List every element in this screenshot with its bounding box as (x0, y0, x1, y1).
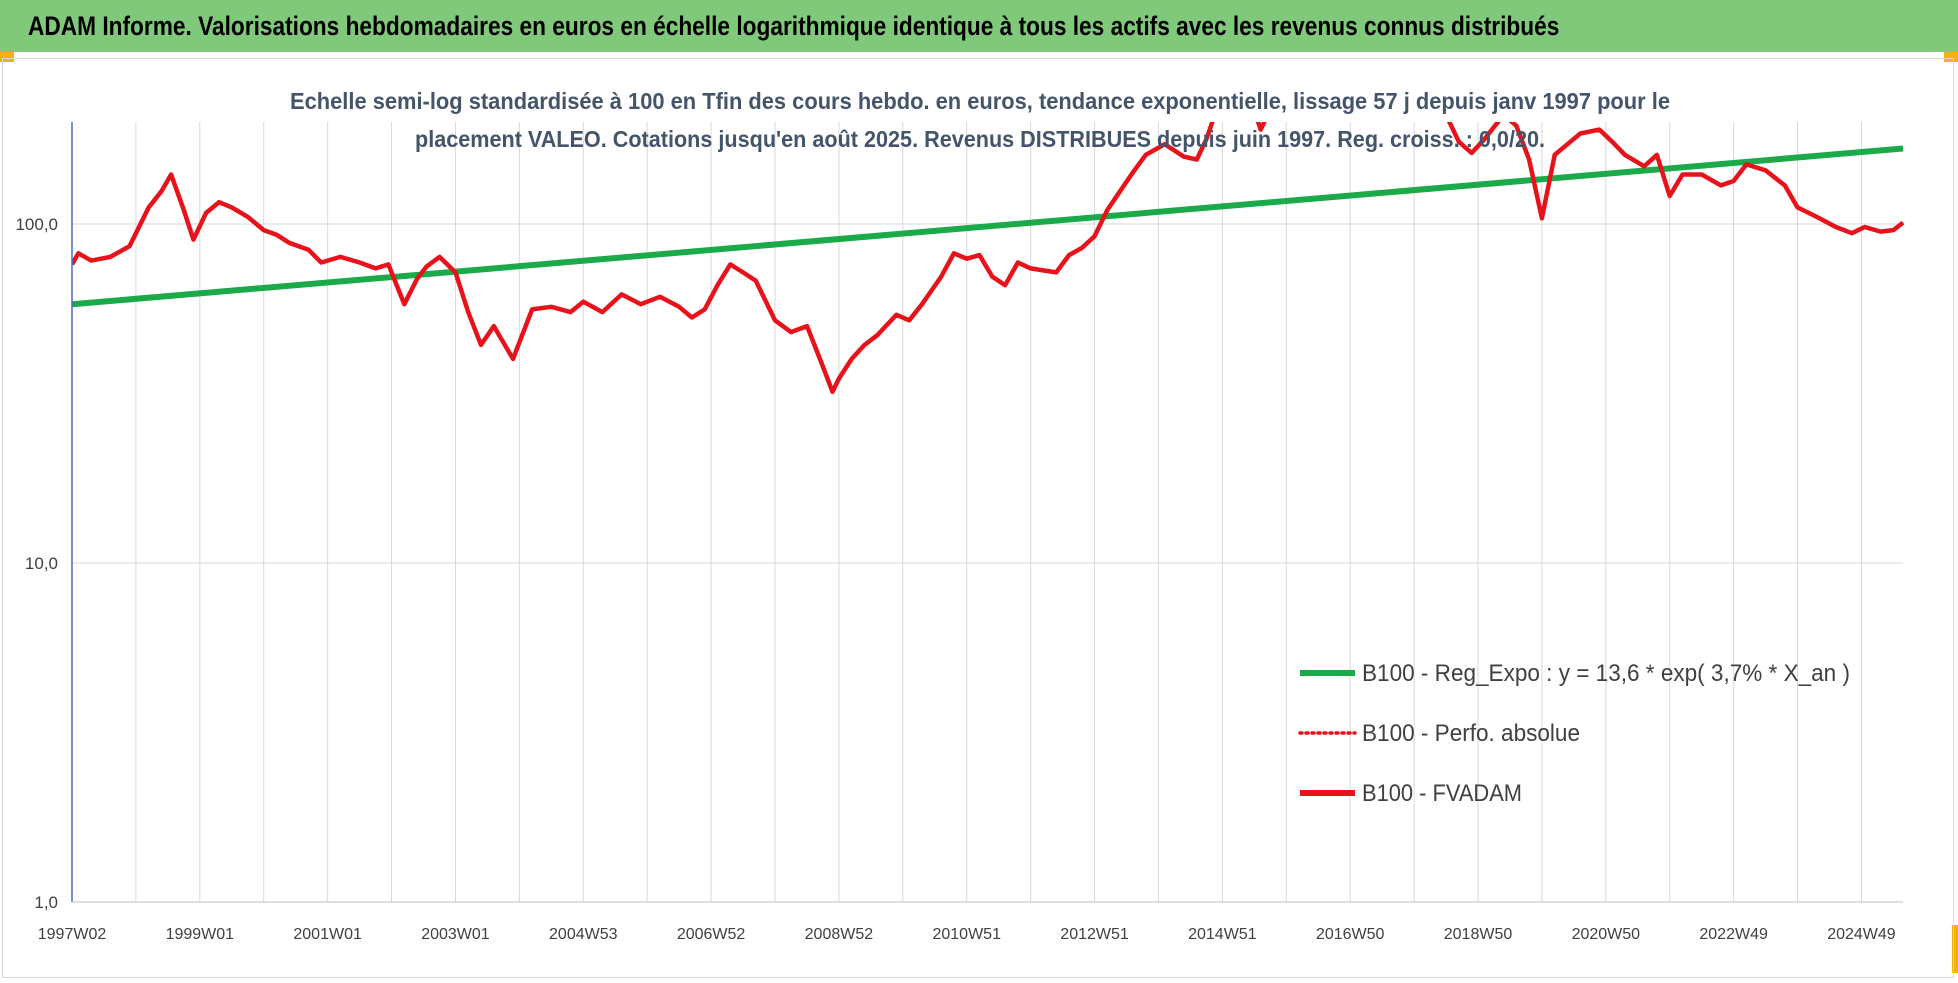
header-title: ADAM Informe. Valorisations hebdomadaire… (28, 10, 1560, 41)
chart-title-layer: Echelle semi-log standardisée à 100 en T… (290, 88, 1670, 152)
legend-item-fvadam-label: B100 - FVADAM (1362, 780, 1522, 807)
y-tick-label: 1,0 (34, 893, 58, 912)
legend-item-perfo-absolue-label: B100 - Perfo. absolue (1362, 720, 1580, 747)
x-tick-label: 2018W50 (1444, 926, 1513, 943)
axis-layer: 1,0 10,0 100,0 1997W02 1999W01 2001W01 2003W01… (15, 122, 1903, 943)
x-tick-label: 2022W49 (1699, 926, 1768, 943)
corner-accent-top-right (1944, 52, 1958, 62)
corner-accent-bottom-right (1952, 925, 1958, 973)
legend-item-regression-label: B100 - Reg_Expo : y = 13,6 * exp( 3,7% *… (1362, 660, 1850, 687)
y-tick-label: 100,0 (15, 215, 58, 234)
y-tick-label: 10,0 (25, 554, 58, 573)
grid-layer (72, 122, 1903, 902)
x-tick-label: 2024W49 (1827, 926, 1896, 943)
chart-title-line: Echelle semi-log standardisée à 100 en T… (290, 88, 1670, 114)
x-tick-label: 2008W52 (805, 926, 874, 943)
x-tick-label: 2014W51 (1188, 926, 1257, 943)
header-bar: ADAM Informe. Valorisations hebdomadaire… (0, 0, 1958, 52)
x-tick-label: 1997W02 (38, 926, 107, 943)
corner-accent-top-left (0, 52, 14, 62)
x-tick-label: 2016W50 (1316, 926, 1385, 943)
x-tick-label: 2010W51 (932, 926, 1001, 943)
series-line-regression (72, 145, 1904, 308)
x-tick-label: 2003W01 (421, 926, 490, 943)
chart-title-line: placement VALEO. Cotations jusqu'en août… (415, 126, 1545, 152)
x-tick-label: 2004W53 (549, 926, 618, 943)
series-layer (72, 122, 1905, 395)
x-tick-label: 2012W51 (1060, 926, 1129, 943)
chart-frame (2, 58, 1954, 978)
legend-layer: B100 - Reg_Expo : y = 13,6 * exp( 3,7% *… (1298, 660, 1850, 807)
x-tick-label: 1999W01 (166, 926, 235, 943)
x-tick-label: 2020W50 (1572, 926, 1641, 943)
x-tick-label: 2006W52 (677, 926, 746, 943)
x-tick-label: 2001W01 (293, 926, 362, 943)
series-line-fvadam (72, 122, 1905, 395)
